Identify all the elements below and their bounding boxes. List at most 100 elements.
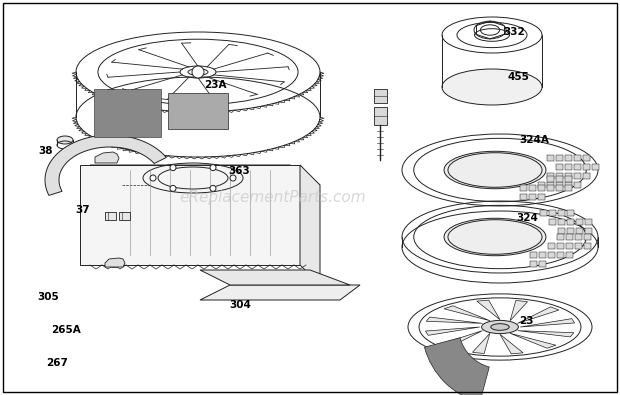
Ellipse shape <box>57 136 73 144</box>
FancyBboxPatch shape <box>105 212 116 220</box>
Polygon shape <box>520 319 575 327</box>
FancyBboxPatch shape <box>565 155 572 161</box>
FancyBboxPatch shape <box>538 194 545 200</box>
Polygon shape <box>500 334 523 354</box>
Ellipse shape <box>482 320 518 334</box>
FancyBboxPatch shape <box>539 252 546 258</box>
Circle shape <box>170 185 176 192</box>
FancyBboxPatch shape <box>576 219 583 225</box>
FancyBboxPatch shape <box>585 228 592 234</box>
FancyBboxPatch shape <box>575 243 582 249</box>
FancyBboxPatch shape <box>520 194 527 200</box>
Polygon shape <box>444 306 490 321</box>
Text: 363: 363 <box>228 166 250 176</box>
FancyBboxPatch shape <box>557 234 564 240</box>
FancyBboxPatch shape <box>565 182 572 188</box>
Text: 23A: 23A <box>205 80 227 90</box>
FancyBboxPatch shape <box>374 107 387 125</box>
FancyBboxPatch shape <box>538 182 545 188</box>
FancyBboxPatch shape <box>557 252 564 258</box>
Polygon shape <box>510 333 556 348</box>
Polygon shape <box>105 258 125 267</box>
FancyBboxPatch shape <box>592 164 599 170</box>
FancyBboxPatch shape <box>556 155 563 161</box>
FancyBboxPatch shape <box>549 219 556 225</box>
FancyBboxPatch shape <box>547 176 554 182</box>
FancyBboxPatch shape <box>566 252 573 258</box>
FancyBboxPatch shape <box>584 234 591 240</box>
FancyBboxPatch shape <box>574 155 581 161</box>
Circle shape <box>192 66 204 78</box>
FancyBboxPatch shape <box>538 185 545 191</box>
FancyBboxPatch shape <box>540 210 547 216</box>
FancyBboxPatch shape <box>574 182 581 188</box>
FancyBboxPatch shape <box>584 243 591 249</box>
FancyBboxPatch shape <box>583 173 590 179</box>
FancyBboxPatch shape <box>556 182 563 188</box>
Polygon shape <box>200 285 360 300</box>
FancyBboxPatch shape <box>567 228 574 234</box>
Polygon shape <box>425 327 480 335</box>
Text: 332: 332 <box>503 26 525 37</box>
Ellipse shape <box>491 324 509 330</box>
Ellipse shape <box>442 69 542 105</box>
Polygon shape <box>300 165 320 285</box>
Text: 324A: 324A <box>520 135 549 145</box>
Polygon shape <box>90 165 320 185</box>
FancyBboxPatch shape <box>119 212 130 220</box>
Ellipse shape <box>444 151 546 189</box>
Polygon shape <box>510 301 528 321</box>
FancyBboxPatch shape <box>539 261 546 267</box>
Polygon shape <box>94 89 161 137</box>
FancyBboxPatch shape <box>565 173 572 179</box>
Polygon shape <box>80 165 300 265</box>
FancyBboxPatch shape <box>583 155 590 161</box>
FancyBboxPatch shape <box>574 164 581 170</box>
Polygon shape <box>518 331 574 337</box>
Text: 267: 267 <box>46 357 68 368</box>
FancyBboxPatch shape <box>567 219 574 225</box>
FancyBboxPatch shape <box>556 164 563 170</box>
FancyBboxPatch shape <box>547 155 554 161</box>
Polygon shape <box>168 93 228 129</box>
FancyBboxPatch shape <box>558 228 565 234</box>
Ellipse shape <box>444 218 546 256</box>
FancyBboxPatch shape <box>548 252 555 258</box>
FancyBboxPatch shape <box>558 219 565 225</box>
Polygon shape <box>200 270 350 285</box>
FancyBboxPatch shape <box>583 164 590 170</box>
Text: eReplacementParts.com: eReplacementParts.com <box>179 190 366 205</box>
Circle shape <box>170 165 176 171</box>
FancyBboxPatch shape <box>557 243 564 249</box>
Text: 38: 38 <box>38 146 53 156</box>
FancyBboxPatch shape <box>530 261 537 267</box>
Circle shape <box>230 175 236 181</box>
FancyBboxPatch shape <box>556 176 563 182</box>
FancyBboxPatch shape <box>575 234 582 240</box>
Polygon shape <box>518 307 559 324</box>
FancyBboxPatch shape <box>547 182 554 188</box>
FancyBboxPatch shape <box>547 185 554 191</box>
FancyBboxPatch shape <box>574 173 581 179</box>
Text: 455: 455 <box>507 72 529 82</box>
Circle shape <box>210 185 216 192</box>
Text: 305: 305 <box>37 292 59 302</box>
Text: 265A: 265A <box>51 325 81 335</box>
Polygon shape <box>472 333 490 354</box>
FancyBboxPatch shape <box>566 234 573 240</box>
FancyBboxPatch shape <box>556 185 563 191</box>
Circle shape <box>150 175 156 181</box>
FancyBboxPatch shape <box>565 164 572 170</box>
FancyBboxPatch shape <box>374 89 387 103</box>
Text: 324: 324 <box>516 213 538 223</box>
Polygon shape <box>45 135 166 196</box>
Polygon shape <box>95 152 119 163</box>
Wedge shape <box>425 338 489 395</box>
Circle shape <box>210 165 216 171</box>
FancyBboxPatch shape <box>520 185 527 191</box>
FancyBboxPatch shape <box>529 194 536 200</box>
FancyBboxPatch shape <box>558 210 565 216</box>
Polygon shape <box>477 300 500 320</box>
FancyBboxPatch shape <box>567 210 574 216</box>
FancyBboxPatch shape <box>530 252 537 258</box>
